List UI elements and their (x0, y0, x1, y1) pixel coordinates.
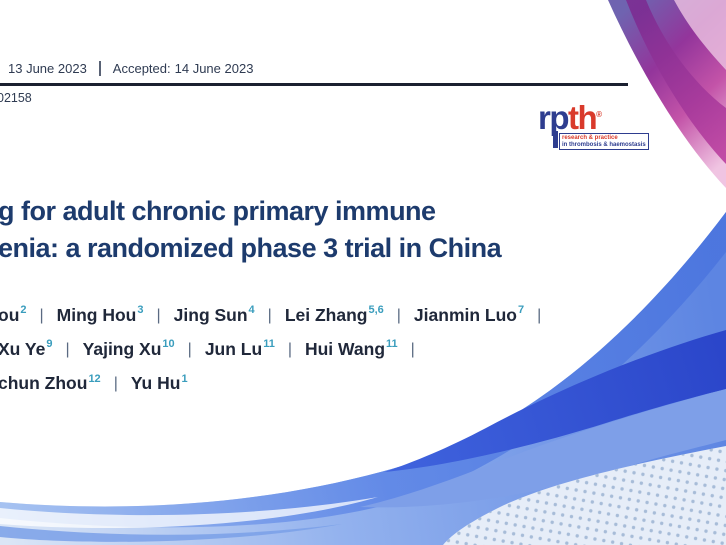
dates-header: 13 June 2023 Accepted: 14 June 2023 (8, 61, 253, 76)
author-name: ou2 (0, 304, 27, 325)
logo-tagline-line2: in thrombosis & haemostasis (562, 141, 646, 148)
author-name: Xu Ye9 (0, 338, 53, 360)
affiliation-superscript: 2 (20, 304, 27, 316)
affiliation-superscript: 11 (263, 338, 275, 351)
author-separator: | (537, 306, 542, 324)
affiliation-superscript: 1 (181, 372, 188, 385)
author-name: Jun Lu11 (204, 338, 275, 360)
article-title-line1: g for adult chronic primary immune (0, 196, 436, 226)
author-separator: | (156, 306, 161, 324)
author-name: Yu Hu1 (130, 372, 188, 394)
accepted-date-group: Accepted: 14 June 2023 (113, 61, 254, 76)
author-separator: | (65, 341, 70, 359)
affiliation-superscript: 3 (137, 304, 144, 316)
manuscript-number: 02158 (0, 91, 32, 105)
author-separator: | (113, 375, 118, 393)
affiliation-superscript: 5,6 (368, 304, 384, 316)
author-name: Hui Wang11 (304, 338, 398, 360)
affiliation-superscript: 9 (46, 338, 53, 351)
logo-wordmark: rpth® (538, 101, 648, 134)
author-line: ou2 | Ming Hou3 | Jing Sun4 | Lei Zhang5,6 | Jia… (0, 297, 638, 331)
author-separator: | (410, 341, 415, 359)
author-list: ou2 | Ming Hou3 | Jing Sun4 | Lei Zhang5,6 | Jia… (0, 297, 638, 400)
rpth-journal-logo: rpth® research & practice in thrombosis … (538, 101, 649, 153)
article-title: g for adult chronic primary immune enia:… (0, 193, 638, 267)
article-title-line2: enia: a randomized phase 3 trial in Chin… (0, 233, 502, 263)
affiliation-superscript: 7 (517, 304, 525, 316)
revised-date: 13 June 2023 (8, 61, 87, 76)
logo-th: th (568, 99, 598, 136)
author-name: Jing Sun4 (173, 304, 255, 325)
logo-tagline-line1: research & practice (562, 135, 618, 141)
author-separator: | (396, 306, 401, 324)
logo-tagline-box: research & practice in thrombosis & haem… (559, 133, 649, 150)
author-line: chun Zhou12 | Yu Hu1 (0, 366, 638, 400)
affiliation-superscript: 11 (386, 338, 398, 351)
accepted-date: 14 June 2023 (174, 61, 254, 76)
author-name: Yajing Xu10 (82, 338, 175, 360)
author-separator: | (287, 341, 292, 359)
affiliation-superscript: 4 (248, 304, 255, 316)
logo-rp: rp (538, 99, 570, 136)
affiliation-superscript: 10 (162, 338, 175, 351)
accepted-label: Accepted: (112, 61, 171, 76)
author-name: Jianmin Luo7 (413, 304, 525, 325)
author-name: Ming Hou3 (56, 304, 144, 325)
author-separator: | (267, 306, 272, 324)
header-rule (0, 83, 628, 86)
affiliation-superscript: 12 (88, 372, 101, 385)
author-separator: | (187, 341, 192, 359)
author-separator: | (39, 306, 44, 324)
author-name: chun Zhou12 (0, 372, 101, 394)
logo-p-descender-bar (553, 131, 558, 148)
pink-swoosh (608, 0, 726, 188)
author-line: Xu Ye9 | Yajing Xu10 | Jun Lu11 | Hui Wang11 | (0, 331, 638, 365)
author-name: Lei Zhang5,6 (284, 304, 384, 325)
registered-trademark-icon: ® (596, 110, 603, 119)
date-divider (98, 61, 101, 76)
halftone-dot-field (443, 446, 726, 545)
